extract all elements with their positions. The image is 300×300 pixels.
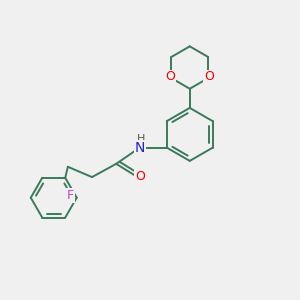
Text: H: H — [137, 134, 146, 144]
Text: F: F — [67, 189, 74, 202]
Text: O: O — [135, 170, 145, 183]
Text: O: O — [165, 70, 175, 83]
Text: O: O — [204, 70, 214, 83]
Text: N: N — [134, 141, 145, 154]
